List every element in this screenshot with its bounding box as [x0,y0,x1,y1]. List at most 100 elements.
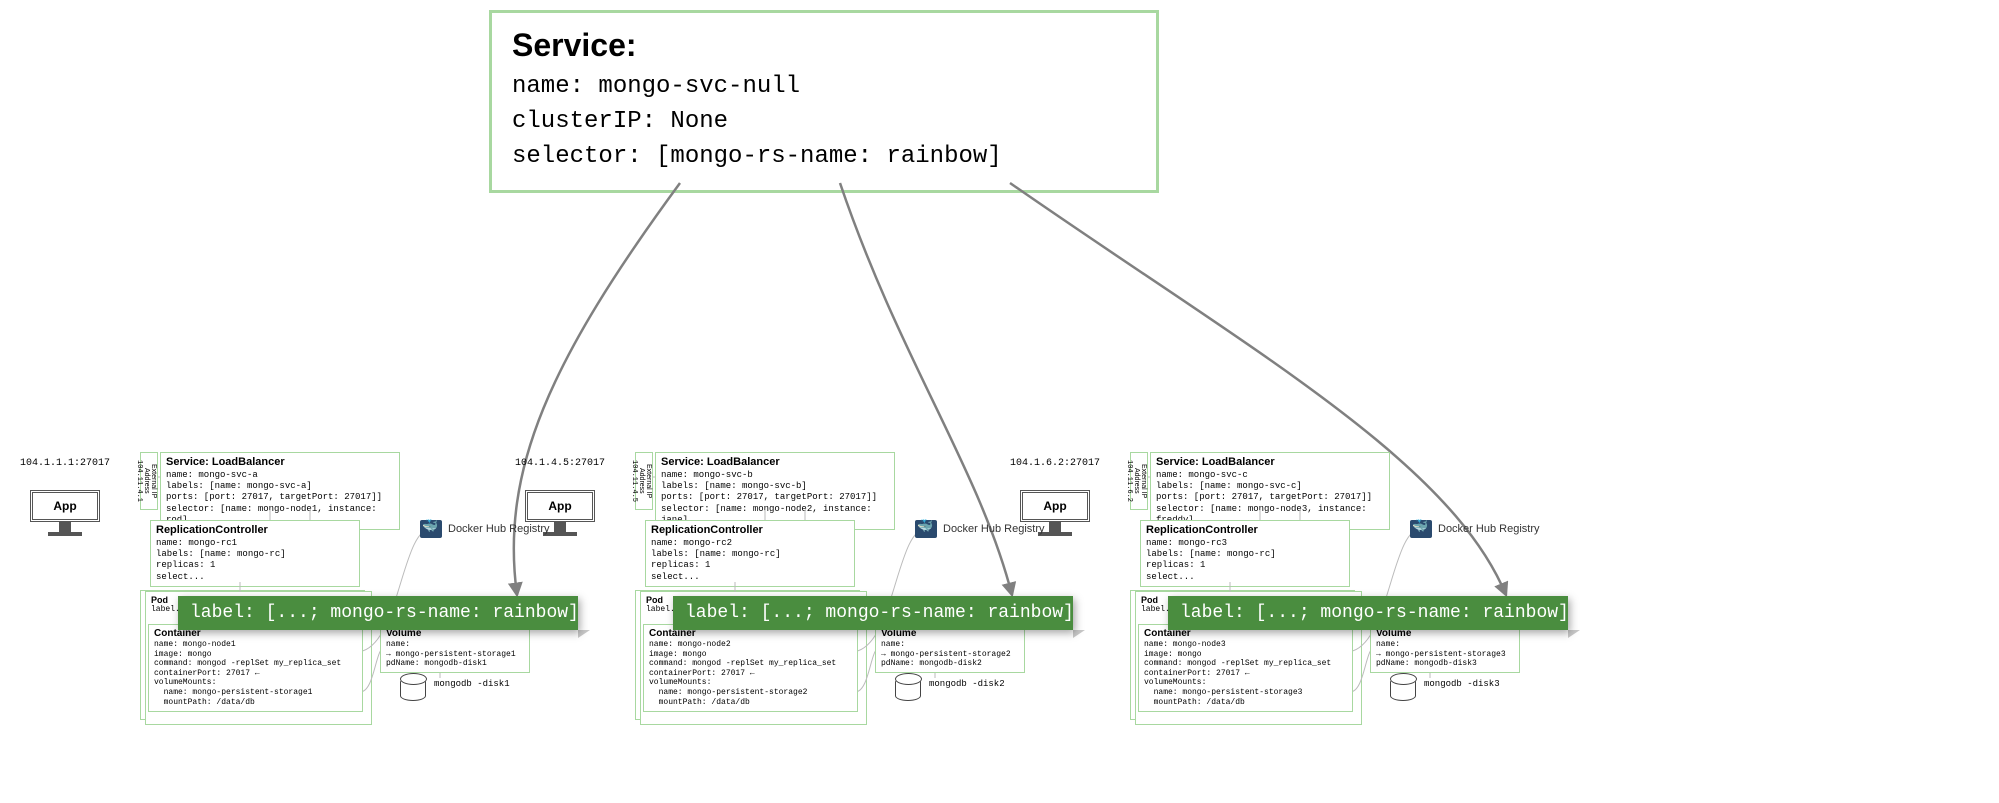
service-title: Service: [512,27,1136,64]
container-vm-name: name: mongo-persistent-storage2 [649,688,852,698]
rc-labels: labels: [name: mongo-rc] [651,549,849,560]
container-vm-path: mountPath: /data/db [1144,698,1347,708]
rc-title: ReplicationController [651,524,849,538]
rc-title: ReplicationController [1146,524,1344,538]
docker-hub-label: Docker Hub Registry [915,520,1044,538]
label-banner: label: [...; mongo-rs-name: rainbow] [1168,596,1568,630]
loadbalancer-box: Service: LoadBalancer name: mongo-svc-b … [655,452,895,530]
loadbalancer-box: Service: LoadBalancer name: mongo-svc-a … [160,452,400,530]
container-vm-path: mountPath: /data/db [649,698,852,708]
external-ip-box: External IP Address104.11.6.2 [1130,452,1148,510]
disk-icon: mongodb -disk3 [1390,677,1416,701]
disk-label: mongodb -disk3 [1424,679,1500,689]
volume-pd: pdName: mongodb-disk3 [1376,659,1514,669]
service-box: Service: name: mongo-svc-null clusterIP:… [489,10,1159,193]
app-label: App [30,490,100,522]
app-client-icon: App [30,490,100,536]
label-banner: label: [...; mongo-rs-name: rainbow] [673,596,1073,630]
external-ip-text: 104.1.6.2:27017 [1010,458,1100,469]
app-label: App [525,490,595,522]
external-ip-box: External IP Address104.11.4.1 [140,452,158,510]
cluster-2: 104.1.6.2:27017 App External IP Address1… [1130,452,1620,762]
docker-icon [420,520,442,538]
container-vm-name: name: mongo-persistent-storage1 [154,688,357,698]
container-vm-path: mountPath: /data/db [154,698,357,708]
volume-name: name: [1376,640,1514,650]
container-command: command: mongod -replSet my_replica_set [649,659,852,669]
container-port: containerPort: 27017 ← [1144,669,1347,679]
disk-icon: mongodb -disk1 [400,677,426,701]
lb-name: name: mongo-svc-c [1156,470,1384,481]
service-clusterip: clusterIP: None [512,105,1136,140]
volume-arrow: → mongo-persistent-storage1 [386,650,524,660]
volume-box: Volume name: → mongo-persistent-storage1… [380,624,530,673]
loadbalancer-box: Service: LoadBalancer name: mongo-svc-c … [1150,452,1390,530]
lb-ports: ports: [port: 27017, targetPort: 27017]] [1156,492,1384,503]
lb-labels: labels: [name: mongo-svc-a] [166,481,394,492]
docker-text: Docker Hub Registry [448,523,549,535]
rc-replicas: replicas: 1 [1146,560,1344,571]
app-label: App [1020,490,1090,522]
disk-label: mongodb -disk1 [434,679,510,689]
container-command: command: mongod -replSet my_replica_set [1144,659,1347,669]
replication-controller-box: ReplicationController name: mongo-rc1 la… [150,520,360,587]
container-vm-name: name: mongo-persistent-storage3 [1144,688,1347,698]
docker-text: Docker Hub Registry [943,523,1044,535]
service-selector: selector: [mongo-rs-name: rainbow] [512,140,1136,175]
external-ip-text: 104.1.1.1:27017 [20,458,110,469]
container-image: image: mongo [1144,650,1347,660]
service-name: name: mongo-svc-null [512,70,1136,105]
container-vm: volumeMounts: [154,678,357,688]
volume-pd: pdName: mongodb-disk1 [386,659,524,669]
replication-controller-box: ReplicationController name: mongo-rc3 la… [1140,520,1350,587]
container-name: name: mongo-node2 [649,640,852,650]
container-vm: volumeMounts: [649,678,852,688]
docker-text: Docker Hub Registry [1438,523,1539,535]
container-name: name: mongo-node3 [1144,640,1347,650]
docker-icon [915,520,937,538]
disk-label: mongodb -disk2 [929,679,1005,689]
volume-arrow: → mongo-persistent-storage2 [881,650,1019,660]
container-vm: volumeMounts: [1144,678,1347,688]
volume-name: name: [881,640,1019,650]
lb-title: Service: LoadBalancer [1156,456,1384,470]
label-banner: label: [...; mongo-rs-name: rainbow] [178,596,578,630]
rc-selector: select... [651,572,849,583]
container-box: Container name: mongo-node3 image: mongo… [1138,624,1353,712]
docker-hub-label: Docker Hub Registry [1410,520,1539,538]
docker-hub-label: Docker Hub Registry [420,520,549,538]
lb-title: Service: LoadBalancer [166,456,394,470]
rc-name: name: mongo-rc1 [156,538,354,549]
lb-title: Service: LoadBalancer [661,456,889,470]
volume-arrow: → mongo-persistent-storage3 [1376,650,1514,660]
rc-replicas: replicas: 1 [651,560,849,571]
rc-selector: select... [1146,572,1344,583]
rc-labels: labels: [name: mongo-rc] [156,549,354,560]
lb-name: name: mongo-svc-b [661,470,889,481]
rc-title: ReplicationController [156,524,354,538]
volume-box: Volume name: → mongo-persistent-storage2… [875,624,1025,673]
replication-controller-box: ReplicationController name: mongo-rc2 la… [645,520,855,587]
container-image: image: mongo [649,650,852,660]
lb-labels: labels: [name: mongo-svc-c] [1156,481,1384,492]
container-name: name: mongo-node1 [154,640,357,650]
volume-pd: pdName: mongodb-disk2 [881,659,1019,669]
lb-name: name: mongo-svc-a [166,470,394,481]
container-box: Container name: mongo-node1 image: mongo… [148,624,363,712]
rc-name: name: mongo-rc2 [651,538,849,549]
rc-labels: labels: [name: mongo-rc] [1146,549,1344,560]
container-port: containerPort: 27017 ← [154,669,357,679]
container-port: containerPort: 27017 ← [649,669,852,679]
container-command: command: mongod -replSet my_replica_set [154,659,357,669]
disk-icon: mongodb -disk2 [895,677,921,701]
lb-labels: labels: [name: mongo-svc-b] [661,481,889,492]
volume-box: Volume name: → mongo-persistent-storage3… [1370,624,1520,673]
lb-ports: ports: [port: 27017, targetPort: 27017]] [166,492,394,503]
rc-selector: select... [156,572,354,583]
external-ip-text: 104.1.4.5:27017 [515,458,605,469]
lb-ports: ports: [port: 27017, targetPort: 27017]] [661,492,889,503]
docker-icon [1410,520,1432,538]
volume-name: name: [386,640,524,650]
external-ip-box: External IP Address104.11.4.5 [635,452,653,510]
rc-name: name: mongo-rc3 [1146,538,1344,549]
